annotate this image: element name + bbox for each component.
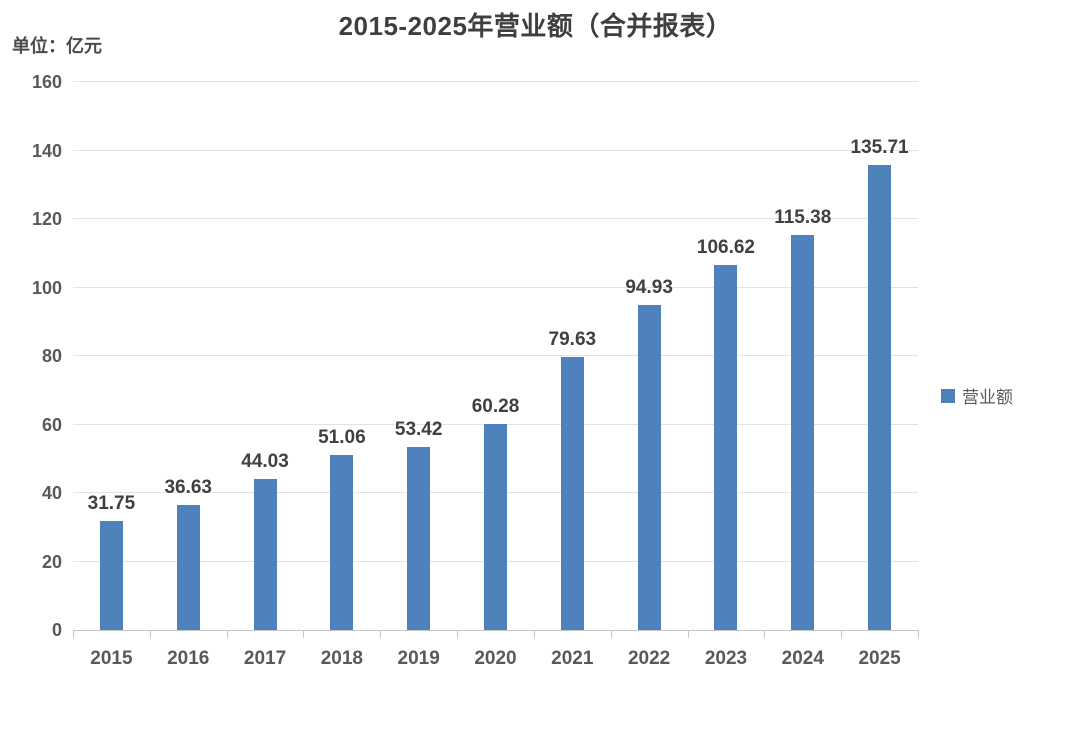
bar-value-label: 36.63 bbox=[164, 476, 212, 498]
bar-2025 bbox=[868, 165, 892, 630]
x-axis-tick-label: 2022 bbox=[627, 648, 671, 669]
x-axis-tick-label: 2024 bbox=[781, 648, 824, 669]
bar-2020 bbox=[484, 423, 507, 630]
bar-value-label: 115.38 bbox=[774, 206, 832, 228]
y-axis-tick-label: 40 bbox=[41, 483, 62, 503]
gridline bbox=[73, 81, 918, 82]
bar-2024 bbox=[791, 234, 815, 630]
bar-value-label: 44.03 bbox=[241, 451, 289, 473]
y-axis-tick-label: 100 bbox=[31, 277, 62, 298]
x-axis-tick bbox=[688, 630, 689, 638]
y-axis-tick-label: 80 bbox=[41, 346, 62, 366]
bar-value-label: 135.71 bbox=[850, 137, 909, 159]
y-axis-tick-label: 20 bbox=[41, 551, 62, 572]
bar-value-label: 79.63 bbox=[548, 329, 597, 351]
bar-value-label: 53.42 bbox=[394, 419, 443, 441]
y-axis-tick-label: 0 bbox=[51, 620, 62, 640]
y-axis-tick-label: 160 bbox=[31, 72, 62, 92]
unit-label: 单位：亿元 bbox=[12, 36, 102, 56]
gridline bbox=[73, 355, 918, 356]
gridline bbox=[73, 149, 918, 151]
x-axis-tick-label: 2021 bbox=[551, 648, 594, 669]
x-axis-tick-label: 2015 bbox=[90, 648, 133, 669]
bar-2019 bbox=[407, 447, 431, 630]
y-axis-tick-label: 120 bbox=[31, 209, 62, 229]
x-axis-tick-label: 2020 bbox=[474, 648, 517, 669]
x-axis-tick bbox=[457, 630, 458, 638]
x-axis-tick bbox=[611, 630, 612, 638]
x-axis-tick-label: 2025 bbox=[858, 648, 901, 669]
legend-marker-icon bbox=[941, 388, 955, 403]
x-axis-tick-label: 2023 bbox=[704, 648, 748, 669]
bar-2022 bbox=[637, 304, 661, 630]
y-axis-tick-label: 140 bbox=[31, 140, 62, 161]
gridline bbox=[73, 218, 918, 219]
x-axis-tick-label: 2016 bbox=[167, 648, 210, 669]
x-axis-line bbox=[73, 630, 918, 631]
bar-2018 bbox=[330, 455, 354, 630]
legend: 营业额 bbox=[941, 383, 1013, 408]
bar-2021 bbox=[560, 357, 584, 630]
x-axis-tick bbox=[73, 630, 74, 638]
bar-2016 bbox=[176, 504, 200, 630]
bar-value-label: 106.62 bbox=[696, 236, 756, 258]
x-axis-tick-label: 2018 bbox=[320, 648, 363, 669]
plot-area: 31.75 2015 36.63 2016 44.03 2017 51.06 2018 53.4… bbox=[73, 81, 919, 669]
x-axis-tick bbox=[380, 630, 381, 638]
legend-label: 营业额 bbox=[962, 388, 1013, 407]
bar-value-label: 94.93 bbox=[625, 276, 673, 298]
y-axis-tick-label: 60 bbox=[41, 414, 62, 435]
chart-title: 2015-2025年营业额（合并报表） bbox=[338, 11, 733, 41]
bar-value-label: 60.28 bbox=[471, 395, 520, 417]
x-axis-tick-label: 2017 bbox=[243, 648, 287, 669]
gridline bbox=[73, 286, 918, 288]
x-axis-tick bbox=[303, 630, 304, 638]
x-axis-tick bbox=[150, 630, 151, 638]
bar-2017 bbox=[253, 479, 277, 630]
bar-value-label: 51.06 bbox=[318, 427, 366, 449]
x-axis-tick bbox=[918, 630, 919, 638]
x-axis-tick bbox=[764, 630, 765, 638]
x-axis-tick bbox=[227, 630, 228, 638]
bar-2023 bbox=[714, 264, 738, 630]
bar-2015 bbox=[99, 521, 123, 630]
x-axis-tick bbox=[534, 630, 535, 638]
x-axis-tick-label: 2019 bbox=[397, 648, 440, 669]
x-axis-tick bbox=[841, 630, 842, 638]
bar-value-label: 31.75 bbox=[87, 493, 136, 515]
